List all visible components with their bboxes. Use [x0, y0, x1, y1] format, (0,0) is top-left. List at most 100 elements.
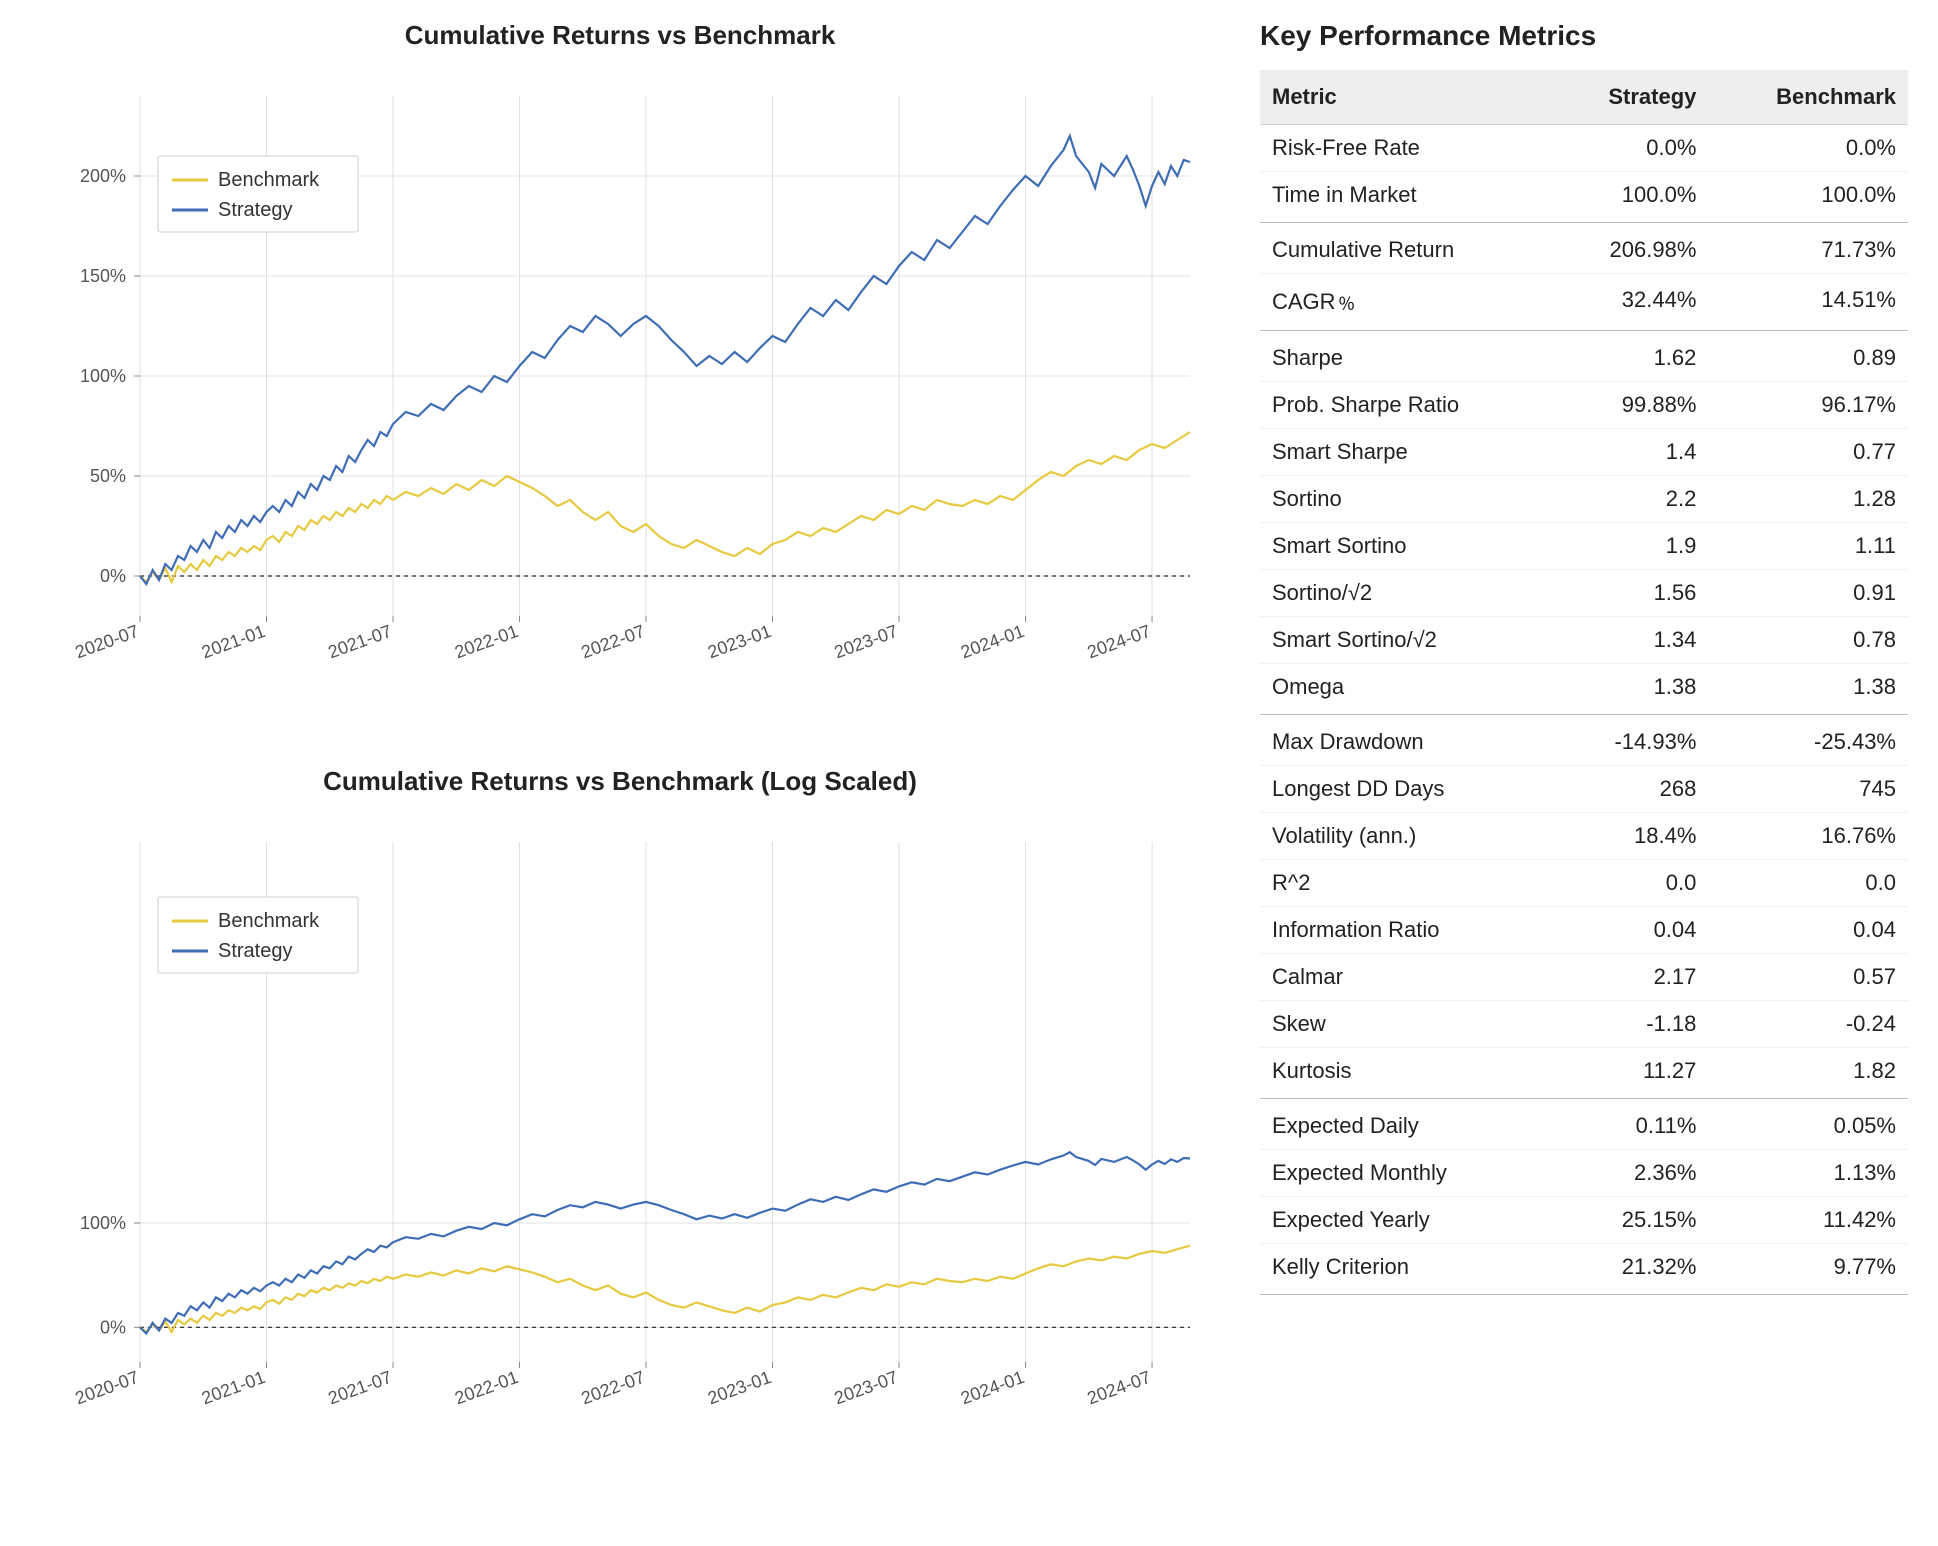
table-row: Information Ratio0.040.04 — [1260, 907, 1908, 954]
metric-benchmark: 16.76% — [1708, 813, 1908, 860]
metric-benchmark: 0.77 — [1708, 429, 1908, 476]
metrics-tbody: Risk-Free Rate0.0%0.0%Time in Market100.… — [1260, 125, 1908, 1295]
metric-strategy: 25.15% — [1553, 1197, 1708, 1244]
chart-title: Cumulative Returns vs Benchmark — [30, 20, 1210, 51]
metric-name: Expected Daily — [1260, 1099, 1553, 1150]
table-row: R^20.00.0 — [1260, 860, 1908, 907]
svg-text:2021-07: 2021-07 — [325, 1367, 394, 1408]
metric-strategy: 100.0% — [1553, 172, 1708, 223]
svg-text:200%: 200% — [80, 166, 126, 186]
table-row: Smart Sharpe1.40.77 — [1260, 429, 1908, 476]
metric-name: Prob. Sharpe Ratio — [1260, 382, 1553, 429]
metric-strategy: 2.2 — [1553, 476, 1708, 523]
metric-name: Information Ratio — [1260, 907, 1553, 954]
svg-text:0%: 0% — [100, 1317, 126, 1337]
metric-name: Longest DD Days — [1260, 766, 1553, 813]
metric-benchmark: 0.89 — [1708, 331, 1908, 382]
svg-text:2023-01: 2023-01 — [705, 1367, 774, 1408]
metric-benchmark: 0.0 — [1708, 860, 1908, 907]
series-strategy — [140, 1152, 1190, 1333]
metric-strategy: -14.93% — [1553, 715, 1708, 766]
svg-text:100%: 100% — [80, 366, 126, 386]
metric-strategy: 18.4% — [1553, 813, 1708, 860]
svg-text:2023-01: 2023-01 — [705, 621, 774, 662]
metric-strategy: 2.17 — [1553, 954, 1708, 1001]
metric-name: Expected Yearly — [1260, 1197, 1553, 1244]
metric-strategy: 1.34 — [1553, 617, 1708, 664]
chart-log-svg: 0%100%2020-072021-012021-072022-012022-0… — [30, 832, 1210, 1452]
metric-name: Calmar — [1260, 954, 1553, 1001]
metric-name: Omega — [1260, 664, 1553, 715]
series-benchmark — [140, 1246, 1190, 1332]
table-row: Calmar2.170.57 — [1260, 954, 1908, 1001]
metric-name: Risk-Free Rate — [1260, 125, 1553, 172]
metric-name: R^2 — [1260, 860, 1553, 907]
chart-legend: Benchmark Strategy — [158, 156, 358, 232]
col-benchmark: Benchmark — [1708, 70, 1908, 125]
table-row: Time in Market100.0%100.0% — [1260, 172, 1908, 223]
metrics-column: Key Performance Metrics Metric Strategy … — [1260, 20, 1908, 1295]
metric-benchmark: 0.05% — [1708, 1099, 1908, 1150]
svg-text:2021-07: 2021-07 — [325, 621, 394, 662]
series-benchmark — [140, 432, 1190, 582]
metric-name: Expected Monthly — [1260, 1150, 1553, 1197]
table-row: Max Drawdown-14.93%-25.43% — [1260, 715, 1908, 766]
table-row: Expected Monthly2.36%1.13% — [1260, 1150, 1908, 1197]
metric-strategy: -1.18 — [1553, 1001, 1708, 1048]
metric-benchmark: 0.91 — [1708, 570, 1908, 617]
metric-strategy: 2.36% — [1553, 1150, 1708, 1197]
metrics-table: Metric Strategy Benchmark Risk-Free Rate… — [1260, 70, 1908, 1295]
metric-name: Time in Market — [1260, 172, 1553, 223]
metric-name: CAGR﹪ — [1260, 274, 1553, 331]
metric-name: Volatility (ann.) — [1260, 813, 1553, 860]
metric-name: Sortino/√2 — [1260, 570, 1553, 617]
metric-benchmark: 1.28 — [1708, 476, 1908, 523]
metric-strategy: 1.56 — [1553, 570, 1708, 617]
metric-benchmark: -0.24 — [1708, 1001, 1908, 1048]
svg-text:0%: 0% — [100, 566, 126, 586]
metric-strategy: 0.04 — [1553, 907, 1708, 954]
metric-benchmark: 14.51% — [1708, 274, 1908, 331]
metric-benchmark: 1.11 — [1708, 523, 1908, 570]
metric-strategy: 268 — [1553, 766, 1708, 813]
table-row: Kurtosis11.271.82 — [1260, 1048, 1908, 1099]
metric-strategy: 21.32% — [1553, 1244, 1708, 1295]
metric-strategy: 1.9 — [1553, 523, 1708, 570]
table-row: Omega1.381.38 — [1260, 664, 1908, 715]
table-row: CAGR﹪32.44%14.51% — [1260, 274, 1908, 331]
table-row: Volatility (ann.)18.4%16.76% — [1260, 813, 1908, 860]
table-row: Cumulative Return206.98%71.73% — [1260, 223, 1908, 274]
svg-text:Strategy: Strategy — [218, 199, 292, 221]
svg-text:2024-07: 2024-07 — [1084, 621, 1153, 662]
metrics-thead: Metric Strategy Benchmark — [1260, 70, 1908, 125]
table-row: Sortino/√21.560.91 — [1260, 570, 1908, 617]
chart-linear-svg: 0%50%100%150%200%2020-072021-012021-0720… — [30, 86, 1210, 706]
svg-text:2020-07: 2020-07 — [72, 1367, 141, 1408]
svg-text:2024-07: 2024-07 — [1084, 1367, 1153, 1408]
metric-name: Smart Sortino/√2 — [1260, 617, 1553, 664]
svg-text:2024-01: 2024-01 — [958, 621, 1027, 662]
metric-benchmark: 0.78 — [1708, 617, 1908, 664]
metric-name: Smart Sharpe — [1260, 429, 1553, 476]
metric-benchmark: -25.43% — [1708, 715, 1908, 766]
table-row: Expected Yearly25.15%11.42% — [1260, 1197, 1908, 1244]
charts-column: Cumulative Returns vs Benchmark 0%50%100… — [30, 20, 1210, 1512]
metric-strategy: 0.0% — [1553, 125, 1708, 172]
metric-strategy: 1.4 — [1553, 429, 1708, 476]
svg-text:2022-01: 2022-01 — [452, 621, 521, 662]
metric-strategy: 1.62 — [1553, 331, 1708, 382]
metric-benchmark: 1.38 — [1708, 664, 1908, 715]
svg-text:Strategy: Strategy — [218, 940, 292, 962]
metric-strategy: 0.0 — [1553, 860, 1708, 907]
metric-name: Max Drawdown — [1260, 715, 1553, 766]
table-row: Skew-1.18-0.24 — [1260, 1001, 1908, 1048]
metric-benchmark: 71.73% — [1708, 223, 1908, 274]
col-metric: Metric — [1260, 70, 1553, 125]
metric-benchmark: 1.82 — [1708, 1048, 1908, 1099]
metric-name: Sharpe — [1260, 331, 1553, 382]
metric-benchmark: 745 — [1708, 766, 1908, 813]
table-row: Smart Sortino/√21.340.78 — [1260, 617, 1908, 664]
svg-text:2023-07: 2023-07 — [831, 621, 900, 662]
metric-name: Smart Sortino — [1260, 523, 1553, 570]
svg-text:Benchmark: Benchmark — [218, 169, 320, 191]
